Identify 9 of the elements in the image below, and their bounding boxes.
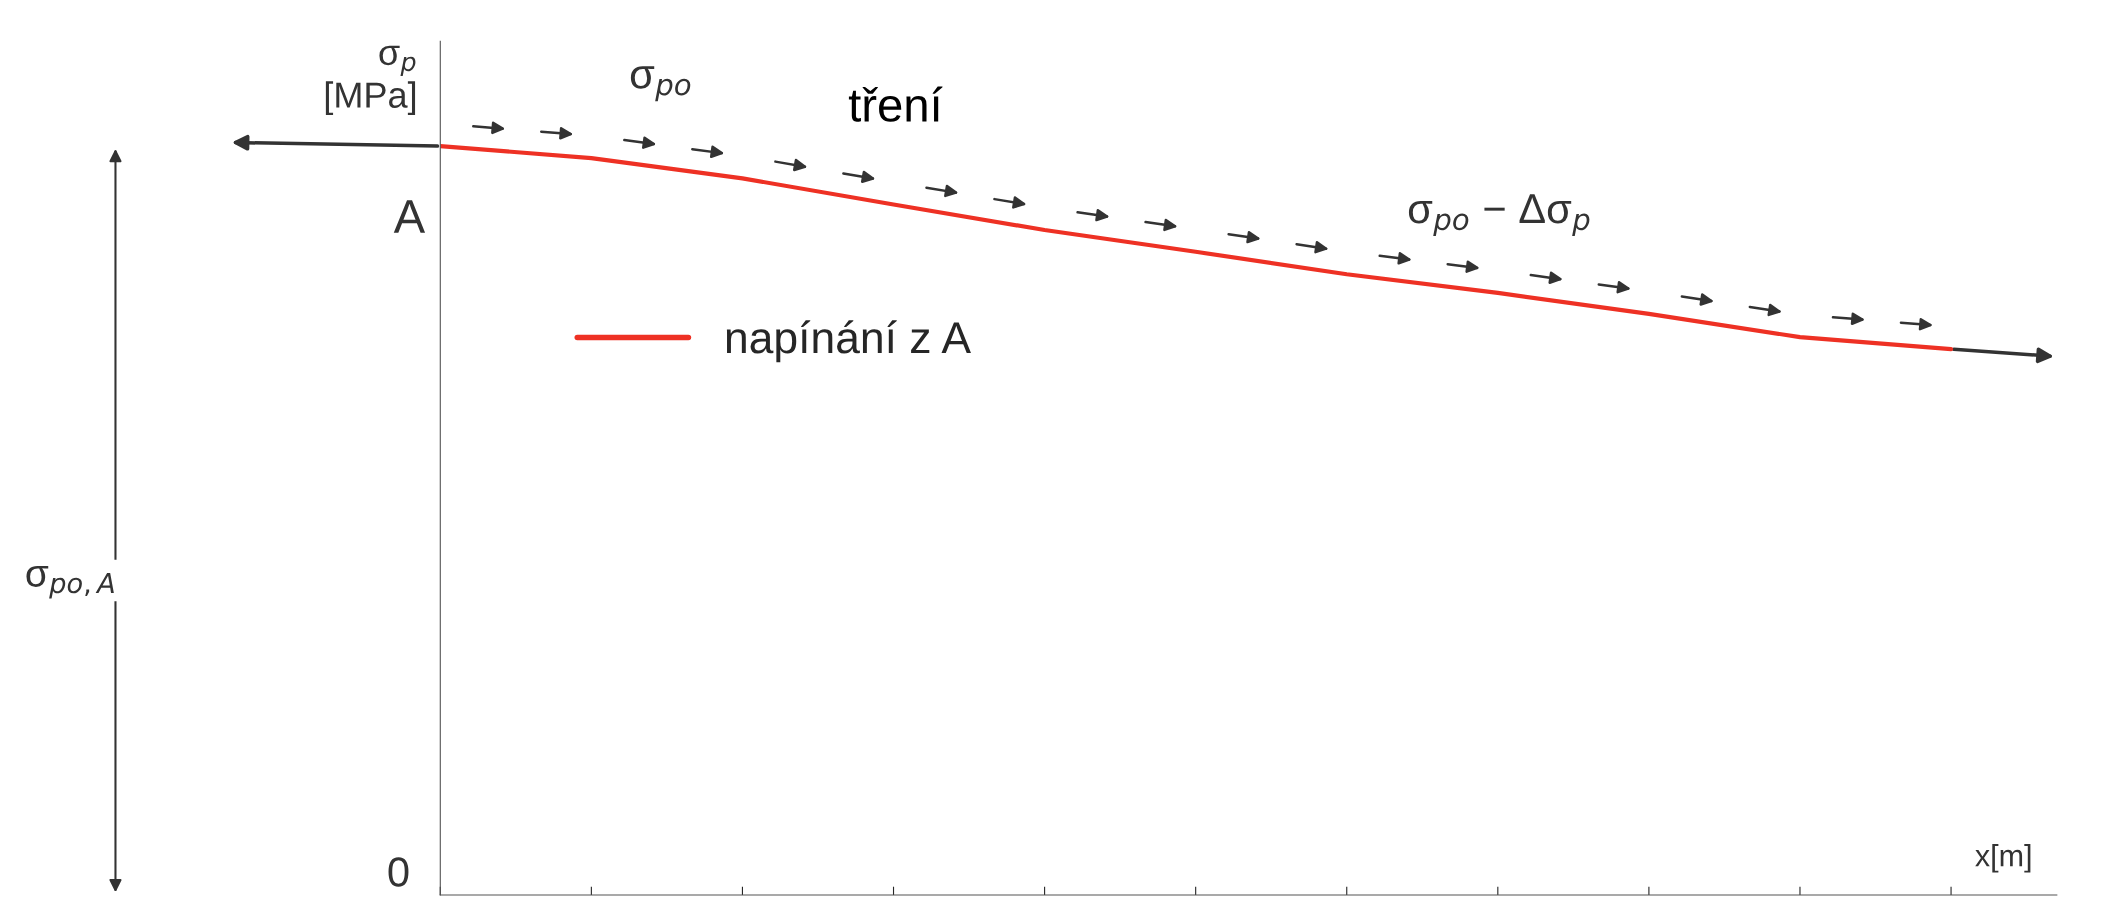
text: A	[393, 200, 426, 233]
text: tření	[848, 86, 943, 122]
annotation: σ$_{po}$ − Δσ$_{p}$	[1408, 194, 1590, 236]
x-axis-title: x[m]	[1975, 844, 2031, 873]
text: σ$_{po}$	[630, 66, 691, 102]
text: σ$_{po,A}$	[26, 565, 114, 599]
y-axis-title: σ$_{p}$ [MPa]	[325, 45, 416, 116]
legend-label: napínání z A	[726, 320, 971, 363]
text: 0	[388, 857, 409, 887]
